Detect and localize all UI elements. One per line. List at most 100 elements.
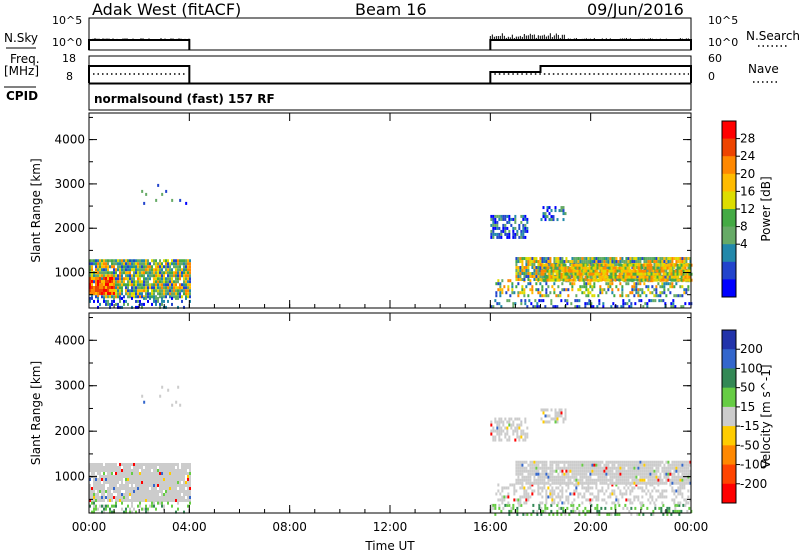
range-gate-cell xyxy=(535,278,538,282)
range-gate-cell xyxy=(557,481,560,485)
range-gate-cell xyxy=(596,263,599,267)
range-gate-cell xyxy=(655,294,658,298)
range-gate-cell xyxy=(508,299,511,303)
power-colorbar-tick-label: 28 xyxy=(740,132,755,146)
range-gate-cell xyxy=(565,495,568,499)
range-gate-cell xyxy=(627,460,630,464)
range-gate-cell xyxy=(659,260,662,264)
range-gate-cell xyxy=(667,460,670,464)
range-gate-cell xyxy=(155,499,157,502)
range-gate-cell xyxy=(163,504,165,508)
range-gate-cell xyxy=(147,271,149,275)
range-gate-cell xyxy=(135,262,137,266)
range-gate-cell xyxy=(153,262,155,266)
echo-low-late xyxy=(490,299,693,309)
range-gate-cell xyxy=(633,257,636,261)
range-gate-cell xyxy=(613,475,616,479)
range-gate-cell xyxy=(599,478,602,482)
range-gate-cell xyxy=(585,486,588,490)
range-gate-cell xyxy=(586,278,589,282)
range-gate-cell xyxy=(638,275,641,279)
range-gate-cell xyxy=(508,214,511,218)
range-gate-cell xyxy=(681,460,684,464)
range-gate-cell xyxy=(668,266,671,270)
range-gate-cell xyxy=(559,489,562,493)
range-gate-cell xyxy=(579,472,582,476)
range-gate-cell xyxy=(117,274,119,278)
range-gate-cell xyxy=(600,278,603,282)
range-gate-cell xyxy=(571,475,574,479)
range-gate-cell xyxy=(543,469,546,473)
range-gate-cell xyxy=(99,475,101,478)
range-gate-cell xyxy=(634,275,637,279)
range-gate-cell xyxy=(149,295,151,299)
range-gate-cell xyxy=(613,463,616,467)
range-gate-cell xyxy=(175,493,177,496)
range-gate-cell xyxy=(540,263,543,267)
range-gate-cell xyxy=(655,291,658,295)
range-gate-cell xyxy=(569,475,572,479)
range-gate-cell xyxy=(163,499,165,502)
range-gate-cell xyxy=(523,492,526,496)
range-gate-cell xyxy=(549,257,552,261)
range-gate-cell xyxy=(637,282,640,286)
range-gate-cell xyxy=(115,487,117,490)
range-gate-cell xyxy=(606,512,609,516)
range-gate-cell xyxy=(107,472,109,475)
range-gate-cell xyxy=(531,257,534,261)
range-gate-cell xyxy=(566,302,569,306)
range-gate-cell xyxy=(131,259,133,263)
range-gate-cell xyxy=(616,305,619,309)
range-gate-cell xyxy=(582,278,585,282)
range-gate-cell xyxy=(617,486,620,490)
range-gate-cell xyxy=(563,463,566,467)
range-gate-cell xyxy=(151,499,153,502)
range-gate-cell xyxy=(105,274,107,278)
range-gate-cell xyxy=(575,483,578,487)
echo-arc-late-2 xyxy=(540,408,567,424)
range-gate-cell xyxy=(556,414,559,418)
range-gate-cell xyxy=(562,206,565,210)
y-axis-label: Slant Range [km] xyxy=(29,158,43,262)
range-gate-cell xyxy=(575,486,578,490)
range-gate-cell xyxy=(501,288,504,292)
range-gate-cell xyxy=(635,285,638,289)
range-gate-cell xyxy=(631,257,634,261)
range-gate-cell xyxy=(541,475,544,479)
range-gate-cell xyxy=(95,481,97,484)
range-gate-cell xyxy=(661,263,664,267)
range-gate-cell xyxy=(169,274,171,278)
range-gate-cell xyxy=(689,463,692,467)
range-gate-cell xyxy=(578,272,581,276)
range-gate-cell xyxy=(685,501,688,505)
range-gate-cell xyxy=(589,475,592,479)
range-gate-cell xyxy=(97,296,99,300)
range-gate-cell xyxy=(113,487,115,490)
range-gate-cell xyxy=(105,299,107,303)
range-gate-cell xyxy=(111,276,113,280)
range-gate-cell xyxy=(663,288,666,292)
range-gate-cell xyxy=(167,268,169,272)
power-colorbar-tick-label: 24 xyxy=(740,149,755,163)
range-gate-cell xyxy=(97,493,99,496)
range-gate-cell xyxy=(111,504,113,508)
range-gate-cell xyxy=(519,269,522,273)
range-gate-cell xyxy=(659,257,662,261)
range-gate-cell xyxy=(175,490,177,493)
range-gate-cell xyxy=(564,411,567,415)
range-gate-cell xyxy=(622,263,625,267)
range-gate-cell xyxy=(179,493,181,496)
velocity-colorbar-swatch xyxy=(722,330,736,350)
range-gate-cell xyxy=(551,498,554,502)
range-gate-cell xyxy=(159,283,161,287)
range-gate-cell xyxy=(571,257,574,261)
range-gate-cell xyxy=(149,466,151,469)
range-gate-cell xyxy=(545,492,548,496)
range-gate-cell xyxy=(553,475,556,479)
range-gate-cell xyxy=(185,277,187,281)
range-gate-cell xyxy=(653,263,656,267)
range-gate-cell xyxy=(165,280,167,284)
range-gate-cell xyxy=(131,277,133,281)
range-gate-cell xyxy=(139,475,141,478)
x-tick-label: 00:00 xyxy=(674,520,709,534)
